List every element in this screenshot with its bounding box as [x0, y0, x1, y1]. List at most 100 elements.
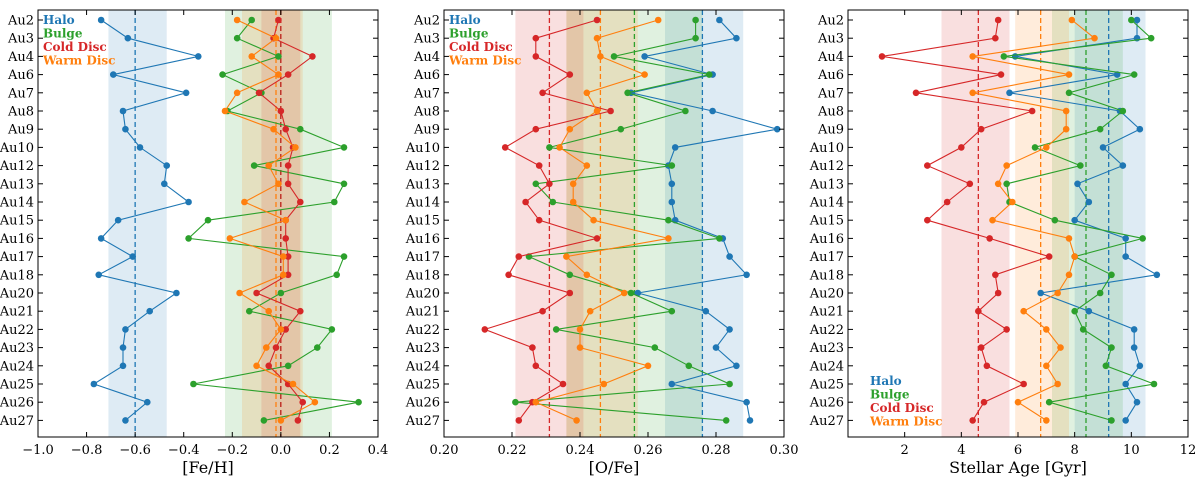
x-tick-label: 4	[957, 443, 965, 458]
point-cold-disc-au13	[966, 180, 974, 188]
legend-item-bulge: Bulge	[870, 388, 910, 402]
point-warm-disc-au14	[1009, 198, 1016, 206]
point-halo-au7	[182, 89, 190, 97]
point-halo-au22	[122, 326, 129, 333]
point-bulge-au24	[685, 362, 693, 370]
point-cold-disc-au3	[992, 34, 999, 42]
point-bulge-au26	[1045, 398, 1053, 406]
point-cold-disc-au14	[943, 198, 951, 206]
point-cold-disc-au7	[539, 89, 546, 97]
legend-item-halo: Halo	[870, 374, 902, 388]
point-bulge-au26	[355, 398, 362, 406]
point-warm-disc-au18	[583, 271, 591, 279]
y-tick-label: Au15	[405, 214, 440, 229]
point-bulge-au27	[722, 417, 730, 424]
point-bulge-au15	[204, 216, 212, 224]
point-bulge-au22	[552, 326, 560, 333]
y-tick-label: Au9	[817, 123, 844, 138]
y-tick-label: Au25	[809, 378, 844, 393]
band-warm-disc	[242, 10, 303, 437]
point-warm-disc-au9	[270, 125, 277, 133]
point-cold-disc-au27	[515, 417, 523, 424]
x-tick-label: 6	[1014, 443, 1022, 458]
axes-frame	[443, 9, 785, 438]
y-tick-label: Au6	[817, 68, 844, 83]
y-tick-label: Au18	[0, 268, 34, 283]
y-tick-label: Au2	[817, 14, 844, 29]
y-tick-label: Au6	[413, 68, 440, 83]
point-warm-disc-au17	[279, 253, 287, 260]
point-warm-disc-au9	[566, 125, 574, 133]
point-halo-au9	[122, 125, 129, 133]
point-halo-au12	[163, 162, 171, 169]
point-warm-disc-au22	[1043, 326, 1050, 333]
y-tick-label: Au9	[413, 123, 440, 138]
y-tick-label: Au24	[809, 359, 844, 374]
point-bulge-au20	[627, 289, 635, 297]
y-tick-label: Au13	[405, 177, 440, 192]
point-bulge-au9	[296, 125, 304, 133]
point-warm-disc-au17	[1071, 253, 1078, 260]
y-tick-label: Au14	[809, 196, 844, 211]
point-cold-disc-au18	[992, 271, 999, 279]
point-warm-disc-au16	[226, 235, 234, 242]
point-cold-disc-au18	[505, 271, 512, 279]
plot-area	[878, 10, 1161, 437]
point-cold-disc-au13	[546, 180, 553, 188]
point-bulge-au15	[665, 216, 672, 224]
point-halo-au22	[726, 326, 733, 333]
point-cold-disc-au20	[566, 289, 574, 297]
point-halo-au20	[173, 289, 180, 297]
point-cold-disc-au17	[1045, 253, 1053, 260]
point-warm-disc-au27	[1043, 417, 1050, 424]
y-tick-label: Au3	[413, 32, 440, 47]
point-warm-disc-au9	[1062, 125, 1070, 133]
point-warm-disc-au17	[563, 253, 570, 260]
point-halo-au13	[1074, 180, 1081, 188]
point-cold-disc-au16	[593, 235, 601, 242]
x-tick-label: 0.4	[368, 443, 389, 458]
legend-item-halo: Halo	[43, 13, 75, 27]
point-bulge-au6	[705, 71, 713, 78]
y-tick-label: Au26	[0, 396, 34, 411]
point-bulge-au4	[610, 53, 618, 60]
panel-2: Au2 Au3 Au4 Au6 Au7 Au8 Au9 Au10 Au12 Au13 Au14 Au1…	[405, 9, 798, 477]
point-warm-disc-au8	[593, 107, 601, 115]
point-cold-disc-au4	[532, 53, 540, 60]
point-bulge-au3	[692, 34, 699, 42]
point-halo-au13	[668, 180, 676, 188]
point-cold-disc-au17	[284, 253, 292, 260]
point-warm-disc-au3	[1091, 34, 1098, 42]
x-tick-label: 12	[1180, 443, 1197, 458]
point-warm-disc-au25	[1054, 380, 1061, 388]
point-halo-au15	[114, 216, 122, 224]
point-halo-au18	[743, 271, 750, 279]
point-bulge-au25	[726, 380, 733, 388]
point-bulge-au7	[624, 89, 631, 97]
y-tick-label: Au8	[817, 105, 844, 120]
point-bulge-au24	[284, 362, 292, 370]
point-halo-au10	[1099, 144, 1107, 151]
legend-item-cold-disc: Cold Disc	[43, 40, 107, 54]
x-tick-label: 0.28	[702, 443, 731, 458]
y-tick-label: Au12	[0, 159, 34, 174]
point-bulge-au20	[277, 289, 285, 297]
point-warm-disc-au23	[576, 344, 584, 351]
point-bulge-au6	[219, 71, 226, 78]
point-bulge-au18	[1108, 271, 1115, 279]
y-tick-label: Au18	[405, 268, 440, 283]
x-tick-label: −0.8	[71, 443, 103, 458]
point-halo-au14	[185, 198, 192, 206]
point-halo-au18	[95, 271, 103, 279]
point-bulge-au16	[185, 235, 192, 242]
point-bulge-au21	[1071, 307, 1078, 315]
point-warm-disc-au22	[576, 326, 584, 333]
point-warm-disc-au7	[583, 89, 591, 97]
x-tick-label: 0.26	[634, 443, 663, 458]
point-warm-disc-au22	[277, 326, 285, 333]
y-tick-label: Au24	[405, 359, 440, 374]
point-warm-disc-au21	[265, 307, 273, 315]
point-warm-disc-au27	[573, 417, 580, 424]
point-halo-au2	[1133, 16, 1141, 24]
point-halo-au24	[119, 362, 127, 370]
